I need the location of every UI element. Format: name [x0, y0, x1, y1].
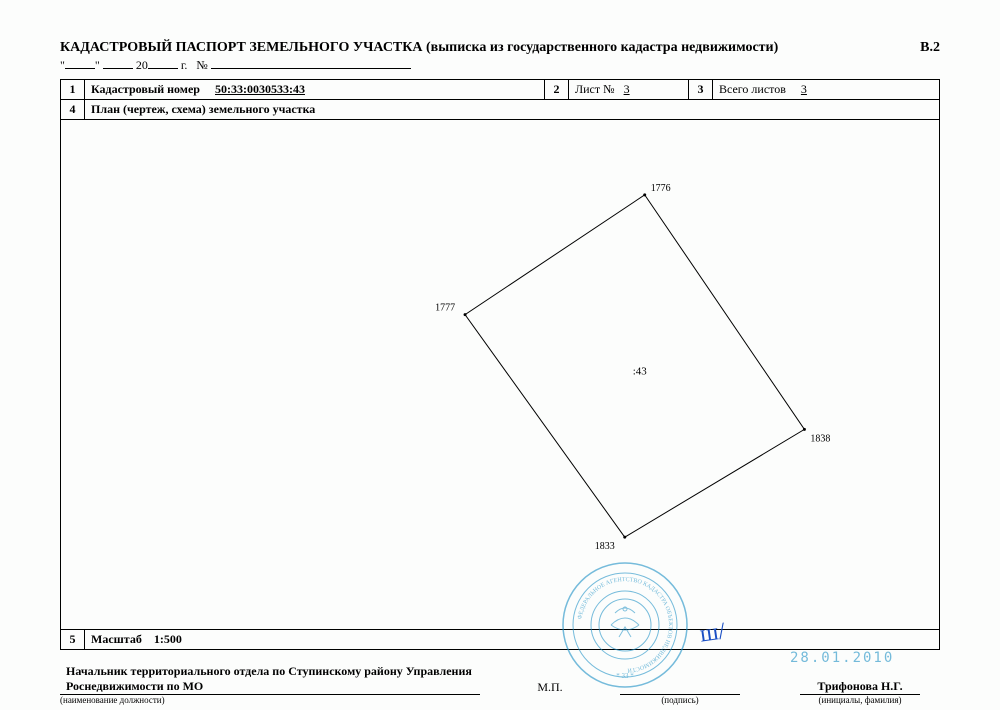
footer: Начальник территориального отдела по Сту… [60, 664, 940, 705]
total-cell: Всего листов 3 [713, 80, 940, 100]
cell-num: 3 [689, 80, 713, 100]
plot-cell: 1776 1838 1833 1777 :43 [61, 120, 940, 630]
sheet-cell: Лист № 3 [569, 80, 689, 100]
cell-num: 5 [61, 630, 85, 650]
table-row: 1776 1838 1833 1777 :43 [61, 120, 940, 630]
date-stamp-icon: 28.01.2010 [790, 650, 894, 666]
doc-title: КАДАСТРОВЫЙ ПАСПОРТ ЗЕМЕЛЬНОГО УЧАСТКА (… [60, 40, 778, 56]
signature-icon: ш/ [698, 618, 727, 648]
footer-position: Начальник территориального отдела по Сту… [60, 664, 480, 705]
plan-header: План (чертеж, схема) земельного участка [85, 100, 940, 120]
svg-text:1838: 1838 [810, 433, 830, 444]
cell-num: 4 [61, 100, 85, 120]
table-row: 4 План (чертеж, схема) земельного участк… [61, 100, 940, 120]
cell-num: 1 [61, 80, 85, 100]
date-line: "" 20 г. № [60, 58, 940, 73]
page-code: B.2 [920, 40, 940, 56]
svg-text:1776: 1776 [651, 183, 671, 194]
svg-text::43: :43 [633, 366, 648, 378]
table-row: 1 Кадастровый номер 50:33:0030533:43 2 Л… [61, 80, 940, 100]
footer-sig: (подпись) [620, 679, 740, 705]
scale-cell: Масштаб 1:500 [85, 630, 940, 650]
footer-mp: М.П. [520, 680, 580, 705]
land-plot-diagram: 1776 1838 1833 1777 :43 [61, 120, 939, 629]
svg-text:1777: 1777 [435, 303, 455, 314]
info-table: 1 Кадастровый номер 50:33:0030533:43 2 Л… [60, 79, 940, 650]
cell-num: 2 [545, 80, 569, 100]
table-row: 5 Масштаб 1:500 [61, 630, 940, 650]
svg-text:1833: 1833 [595, 541, 615, 552]
cadastral-cell: Кадастровый номер 50:33:0030533:43 [85, 80, 545, 100]
footer-name: Трифонова Н.Г. (инициалы, фамилия) [780, 679, 940, 705]
